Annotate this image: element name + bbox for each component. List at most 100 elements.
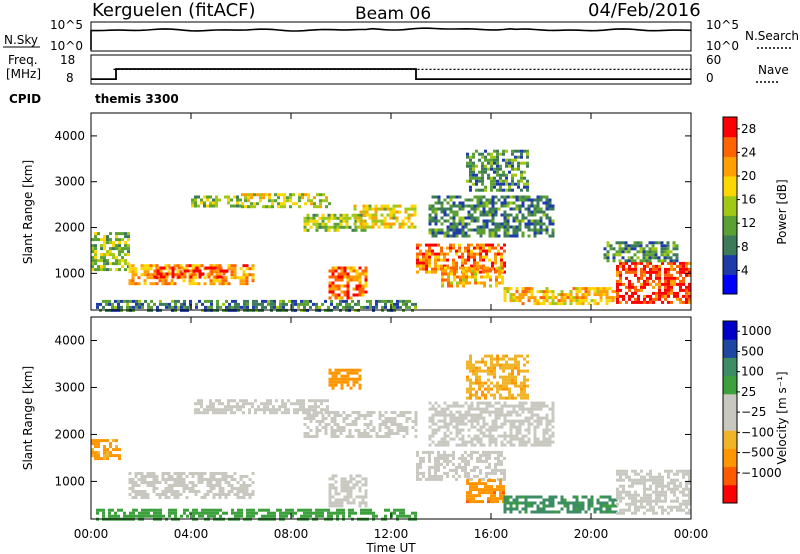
echo-cell xyxy=(688,288,691,292)
echo-cell xyxy=(499,164,502,168)
echo-cell xyxy=(336,429,340,432)
echo-cell xyxy=(475,188,478,192)
echo-cell xyxy=(503,416,507,420)
echo-cell xyxy=(431,431,435,435)
echo-cell xyxy=(210,305,213,309)
echo-cell xyxy=(478,152,481,156)
echo-cell xyxy=(679,481,682,485)
echo-cell xyxy=(233,273,237,277)
echo-cell xyxy=(311,405,314,409)
echo-cell xyxy=(106,259,109,263)
echo-cell xyxy=(227,402,230,406)
echo-cell xyxy=(224,405,227,409)
echo-cell xyxy=(491,264,494,268)
echo-cell xyxy=(456,275,459,279)
echo-region xyxy=(303,411,418,438)
echo-cell xyxy=(530,410,534,414)
echo-cell xyxy=(479,234,483,238)
echo-cell xyxy=(455,213,459,217)
echo-cell xyxy=(499,479,502,483)
echo-cell xyxy=(652,279,655,283)
echo-region xyxy=(328,368,362,390)
echo-cell xyxy=(527,440,531,444)
echo-cell xyxy=(469,176,472,180)
echo-cell xyxy=(437,468,440,472)
echo-cell xyxy=(503,468,506,472)
echo-cell xyxy=(381,420,385,423)
echo-cell xyxy=(155,264,159,268)
echo-cell xyxy=(667,511,670,515)
echo-cell xyxy=(314,399,317,403)
y-tick-label: 1000 xyxy=(54,266,85,280)
echo-cell xyxy=(112,448,115,452)
echo-cell xyxy=(494,416,498,420)
echo-cell xyxy=(303,216,307,220)
echo-cell xyxy=(515,495,519,499)
echo-cell xyxy=(398,204,402,208)
echo-cell xyxy=(649,505,652,509)
echo-cell xyxy=(437,465,440,469)
echo-cell xyxy=(358,486,362,490)
echo-cell xyxy=(428,255,431,259)
echo-cell xyxy=(390,432,394,435)
echo-cell xyxy=(464,216,468,220)
echo-cell xyxy=(655,297,658,301)
echo-cell xyxy=(455,225,459,229)
echo-cell xyxy=(282,305,285,309)
echo-cell xyxy=(334,474,338,478)
echo-cell xyxy=(262,196,265,200)
echo-cell xyxy=(146,270,150,274)
echo-cell xyxy=(491,450,494,454)
echo-cell xyxy=(441,269,444,273)
echo-cell xyxy=(676,487,679,491)
echo-cell xyxy=(616,502,619,506)
echo-cell xyxy=(434,410,438,414)
echo-cell xyxy=(222,302,225,306)
echo-cell xyxy=(615,250,619,254)
echo-cell xyxy=(452,219,456,223)
echo-cell xyxy=(602,287,606,291)
echo-cell xyxy=(337,368,341,372)
echo-cell xyxy=(642,247,646,251)
echo-cell xyxy=(431,419,435,423)
echo-cell xyxy=(473,216,477,220)
echo-cell xyxy=(489,278,492,282)
echo-cell xyxy=(191,198,194,202)
echo-cell xyxy=(551,222,555,226)
colorbar-segment xyxy=(723,339,737,358)
echo-cell xyxy=(679,300,682,304)
echo-cell xyxy=(658,288,661,292)
echo-cell xyxy=(634,469,637,473)
echo-cell xyxy=(106,448,109,452)
echo-cell xyxy=(455,443,459,447)
echo-cell xyxy=(244,199,247,203)
echo-cell xyxy=(630,247,634,251)
echo-cell xyxy=(221,402,224,406)
echo-cell xyxy=(137,282,141,286)
echo-cell xyxy=(100,238,103,242)
echo-cell xyxy=(614,504,618,508)
echo-cell xyxy=(185,267,189,271)
echo-cell xyxy=(612,259,616,263)
echo-cell xyxy=(192,511,195,515)
echo-cell xyxy=(200,399,203,403)
echo-cell xyxy=(212,493,216,496)
echo-cell xyxy=(485,450,488,454)
echo-cell xyxy=(334,368,338,372)
echo-cell xyxy=(485,422,489,426)
echo-cell xyxy=(273,514,276,518)
echo-cell xyxy=(378,417,382,420)
echo-cell xyxy=(487,366,490,370)
echo-cell xyxy=(300,299,303,303)
echo-cell xyxy=(431,434,435,438)
echo-cell xyxy=(327,225,331,229)
echo-cell xyxy=(472,363,475,367)
echo-cell xyxy=(455,204,459,208)
echo-cell xyxy=(465,272,468,276)
echo-cell xyxy=(425,267,428,271)
echo-cell xyxy=(628,508,631,512)
echo-cell xyxy=(327,305,330,309)
echo-cell xyxy=(649,478,652,482)
echo-cell xyxy=(545,431,549,435)
echo-cell xyxy=(115,235,118,239)
